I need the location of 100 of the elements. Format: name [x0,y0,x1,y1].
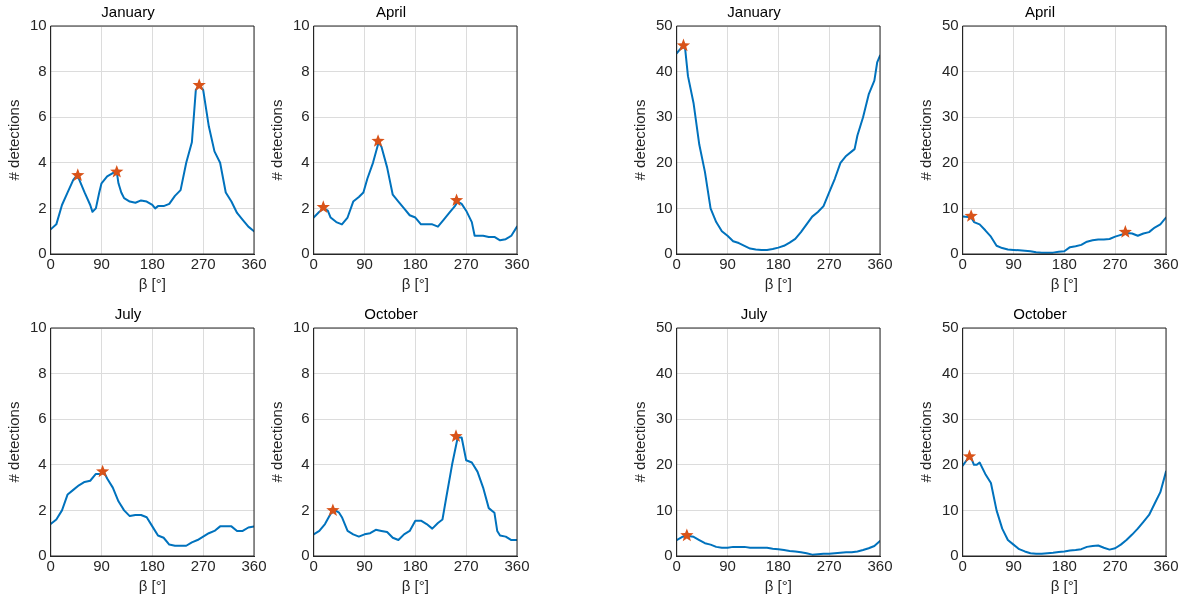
x-tick-label: 360 [504,255,530,273]
y-tick-label: 0 [38,244,47,262]
x-tick-label: 270 [453,557,479,575]
x-tick-label: 270 [190,557,216,575]
y-tick-label: 8 [301,363,310,381]
y-tick-label: 20 [656,152,673,170]
y-axis-title: # detections [631,401,649,483]
x-tick-label: 180 [402,255,428,273]
y-tick-label: 20 [942,454,959,472]
chart-title: October [364,305,418,323]
x-tick-label: 270 [453,255,479,273]
y-tick-label: 4 [38,454,47,472]
y-tick-label: 10 [30,16,47,34]
y-axis-title: # detections [268,99,286,181]
y-tick-label: 50 [656,16,673,34]
chart-title: October [1013,305,1067,323]
chart-title: April [1024,3,1056,21]
y-tick-label: 50 [942,318,959,336]
y-tick-label: 4 [301,454,310,472]
y-tick-label: 2 [38,500,47,518]
y-tick-label: 10 [30,318,47,336]
x-tick-label: 270 [816,255,842,273]
y-tick-label: 40 [942,61,959,79]
y-tick-label: 2 [301,500,310,518]
y-tick-label: 2 [301,198,310,216]
y-tick-label: 0 [950,244,959,262]
x-tick-label: 360 [1153,557,1179,575]
x-tick-label: 180 [1051,255,1077,273]
y-tick-label: 8 [38,363,47,381]
x-axis-title: β [°] [138,577,166,595]
y-tick-label: 6 [301,409,310,427]
point [71,168,85,181]
y-tick-label: 50 [942,16,959,34]
y-axis-title: # detections [5,99,23,181]
x-tick-label: 90 [1005,557,1022,575]
x-tick-label: 90 [93,557,110,575]
x-tick-label: 270 [1102,557,1128,575]
y-tick-label: 4 [38,152,47,170]
chart-title: July [114,305,142,323]
y-tick-label: 10 [942,198,959,216]
point [371,134,385,147]
point [192,78,206,91]
x-tick-label: 180 [402,557,428,575]
y-tick-label: 8 [38,61,47,79]
x-axis-title: β [°] [1050,275,1078,293]
y-tick-label: 20 [656,454,673,472]
y-tick-label: 10 [942,500,959,518]
y-tick-label: 0 [664,546,673,564]
x-tick-label: 90 [356,255,373,273]
y-tick-label: 40 [656,363,673,381]
x-tick-label: 270 [1102,255,1128,273]
x-tick-label: 90 [93,255,110,273]
x-axis-title: β [°] [1050,577,1078,595]
x-tick-label: 360 [241,255,267,273]
x-tick-label: 90 [1005,255,1022,273]
x-tick-label: 360 [241,557,267,575]
x-tick-label: 180 [139,557,165,575]
y-tick-label: 0 [950,546,959,564]
chart-title: July [740,305,768,323]
point [110,164,124,178]
y-tick-label: 6 [38,409,47,427]
y-tick-label: 10 [293,16,310,34]
y-tick-label: 8 [301,61,310,79]
y-tick-label: 0 [301,546,310,564]
x-tick-label: 180 [765,557,791,575]
x-axis-title: β [°] [401,275,429,293]
y-tick-label: 0 [38,546,47,564]
y-tick-label: 6 [38,107,47,125]
y-axis-title: # detections [917,401,935,483]
y-tick-label: 40 [942,363,959,381]
chart-title: April [375,3,407,21]
y-tick-label: 20 [942,152,959,170]
y-tick-label: 30 [942,107,959,125]
y-tick-label: 10 [656,500,673,518]
y-tick-label: 10 [293,318,310,336]
y-tick-label: 6 [301,107,310,125]
x-tick-label: 360 [867,255,893,273]
x-tick-label: 180 [139,255,165,273]
y-axis-title: # detections [631,99,649,181]
x-tick-label: 90 [719,255,736,273]
x-axis-title: β [°] [138,275,166,293]
y-axis-title: # detections [5,401,23,483]
x-tick-label: 270 [816,557,842,575]
x-tick-label: 90 [356,557,373,575]
y-tick-label: 40 [656,61,673,79]
x-tick-label: 180 [1051,557,1077,575]
y-axis-title: # detections [268,401,286,483]
chart-title: January [727,3,782,21]
y-tick-label: 30 [942,409,959,427]
point [449,193,464,207]
x-axis-title: β [°] [764,577,792,595]
y-tick-label: 0 [301,244,310,262]
x-axis-title: β [°] [764,275,792,293]
y-tick-label: 10 [656,198,673,216]
y-tick-label: 2 [38,198,47,216]
y-tick-label: 4 [301,152,310,170]
x-tick-label: 360 [1153,255,1179,273]
y-tick-label: 50 [656,318,673,336]
y-tick-label: 30 [656,107,673,125]
x-tick-label: 270 [190,255,216,273]
